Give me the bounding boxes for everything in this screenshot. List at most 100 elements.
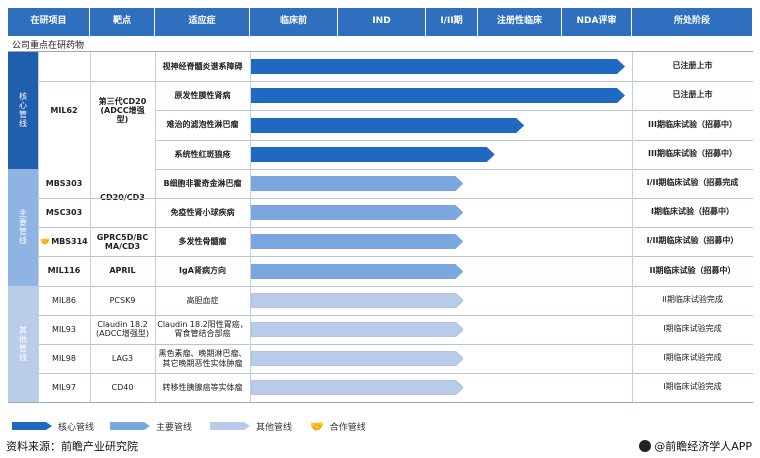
table-bottom-border: [8, 402, 753, 404]
header-cell-4: IND: [338, 8, 426, 36]
header-cell-7: NDA评审: [562, 8, 632, 36]
progress-arrow: [251, 117, 525, 133]
target-cell: GPRC5D/BC MA/CD3: [96, 232, 149, 251]
progress-arrow-shape: [251, 263, 464, 279]
header-cell-6: 注册性临床: [478, 8, 562, 36]
header-cell-3: 临床前: [250, 8, 338, 36]
legend-item-other: 其他管线: [210, 420, 293, 433]
row-divider: [38, 227, 753, 229]
progress-arrow: [251, 321, 464, 337]
indication-cell: 视神经脊髓炎谱系障碍: [162, 62, 243, 71]
column-divider: [38, 52, 39, 403]
project-name: MIL98: [52, 354, 76, 363]
target-cell: Claudin 18.2 (ADCC增强型): [95, 320, 150, 339]
progress-arrow-shape: [251, 234, 464, 250]
column-divider: [250, 52, 251, 403]
project-cell: MIL93: [38, 315, 90, 344]
brand-note: @前瞻经济学人APP: [639, 438, 752, 454]
header-cell-1: 靶点: [90, 8, 155, 36]
row-divider: [38, 81, 753, 83]
progress-arrow-shape: [251, 146, 495, 162]
category-label: 其他管线: [18, 325, 28, 362]
handshake-icon: 🤝: [310, 419, 324, 433]
progress-arrow-shape: [251, 175, 464, 191]
project-cell: 🤝 MBS314: [38, 227, 90, 256]
status-cell: III期临床试验（招募中）: [648, 119, 737, 129]
progress-arrow: [251, 88, 625, 104]
status-cell: III期临床试验（招募中）: [648, 148, 737, 158]
legend-swatch: [12, 422, 52, 430]
header-cell-8: 所处阶段: [632, 8, 753, 36]
legend-swatch: [110, 422, 150, 430]
status-cell: II期临床试验（招募中）: [649, 265, 736, 275]
legend-swatch: [210, 422, 250, 430]
section-title: 公司重点在研药物: [8, 38, 753, 52]
target-cell: LAG3: [111, 354, 134, 363]
progress-arrow-shape: [251, 292, 464, 308]
row-divider: [155, 110, 753, 112]
project-name: MIL86: [52, 295, 76, 305]
target-cell: PCSK9: [109, 295, 136, 305]
indication-cell: 难治的滤泡性淋巴瘤: [166, 120, 239, 130]
legend-item-main: 主要管线: [110, 420, 193, 433]
category-band-1: 主要管线: [8, 168, 38, 286]
category-label: 核心管线: [18, 92, 28, 129]
status-cell: 已注册上市: [672, 61, 713, 71]
project-name: MBS303: [45, 178, 83, 188]
progress-arrow: [251, 205, 464, 221]
project-cell: MIL98: [38, 344, 90, 373]
brand-text: @前瞻经济学人APP: [654, 440, 752, 453]
header-cell-5: I/II期: [426, 8, 478, 36]
progress-arrow-shape: [251, 205, 464, 221]
source-note: 资料来源：前瞻产业研究院: [6, 440, 138, 453]
project-cell: MSC303: [38, 198, 90, 227]
legend-label: 其他管线: [256, 422, 293, 433]
row-divider: [38, 198, 90, 199]
indication-cell: 原发性膜性肾病: [174, 91, 231, 101]
header-cell-2: 适应症: [155, 8, 250, 36]
column-divider: [155, 52, 156, 403]
indication-cell: 黑色素瘤、晚期淋巴瘤、 其它晚期恶性实体肿瘤: [158, 349, 247, 368]
progress-arrow: [251, 59, 625, 75]
legend-label: 合作管线: [329, 422, 366, 433]
brand-logo-icon: [639, 440, 652, 452]
project-cell: MIL62: [50, 105, 78, 115]
row-divider: [38, 256, 753, 258]
indication-cell: Claudin 18.2阳性胃癌， 胃食管结合部癌: [157, 320, 248, 339]
row-divider: [38, 198, 753, 199]
target-cell: CD20/CD3: [100, 193, 145, 203]
status-cell: I期临床试验（招募中）: [651, 207, 734, 217]
target-cell: 第三代CD20 (ADCC增强 型): [98, 96, 147, 124]
progress-arrow: [251, 380, 464, 396]
progress-arrow: [251, 263, 464, 279]
indication-cell: B细胞非霍奇金淋巴瘤: [163, 178, 242, 188]
project-cell: MIL116: [38, 256, 90, 285]
status-cell: II期临床试验完成: [662, 294, 723, 304]
indication-cell: 高胆血症: [186, 295, 219, 305]
project-name: MIL116: [47, 266, 81, 276]
indication-cell: 免疫性肾小球疾病: [170, 208, 235, 217]
project-cell: MIL86: [38, 286, 90, 315]
project-name: MIL93: [52, 324, 76, 334]
category-label: 主要管线: [18, 209, 28, 246]
column-divider: [90, 52, 91, 403]
indication-cell: 转移性胰腺癌等实体瘤: [162, 383, 243, 393]
progress-arrow: [251, 234, 464, 250]
progress-arrow-shape: [251, 380, 464, 396]
row-divider: [38, 344, 753, 345]
legend-label: 核心管线: [58, 422, 95, 433]
progress-arrow: [251, 146, 495, 162]
project-name: MSC303: [45, 208, 83, 217]
row-divider: [38, 373, 753, 375]
legend-label: 主要管线: [156, 422, 193, 433]
status-cell: 已注册上市: [672, 90, 713, 100]
section-title-text: 公司重点在研药物: [12, 41, 85, 51]
category-band-2: 其他管线: [8, 285, 38, 403]
handshake-icon: 🤝: [40, 237, 51, 247]
progress-arrow-shape: [251, 351, 464, 367]
progress-arrow-shape: [251, 117, 525, 133]
status-cell: I期临床试验完成: [663, 382, 722, 392]
progress-arrow-shape: [251, 59, 625, 75]
status-cell: I期临床试验完成: [663, 353, 722, 363]
status-cell: I/II期临床试验（招募中）: [646, 236, 739, 246]
